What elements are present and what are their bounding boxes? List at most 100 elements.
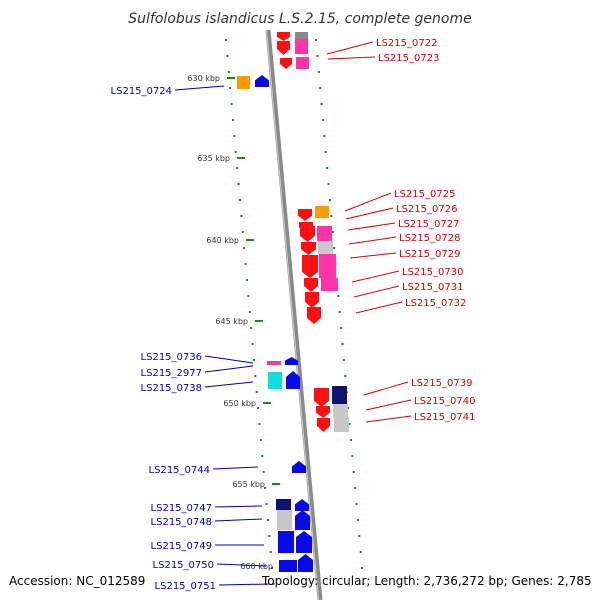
guide-dot (320, 103, 323, 105)
guide-dot (356, 519, 359, 521)
gene-arrow-reverse (277, 32, 290, 41)
guide-dot (271, 567, 274, 569)
guide-dot (321, 119, 324, 121)
tick-label: 650 kbp (223, 399, 256, 408)
gene-block (318, 241, 333, 254)
guide-dot (262, 471, 265, 473)
gene-block (319, 254, 336, 278)
guide-dot (331, 231, 334, 233)
gene-block (278, 531, 294, 553)
leader-line (204, 365, 254, 373)
guide-dot (229, 87, 232, 89)
tick-label: 630 kbp (187, 74, 220, 83)
gene-label-left: LS215_0751 (155, 581, 216, 592)
guide-dot (340, 327, 343, 329)
gene-label-right: LS215_0729 (399, 249, 460, 260)
gene-label-right: LS215_0722 (376, 38, 437, 49)
kbp-tick-marks: 630 kbp 635 kbp 640 kbp 645 kbp 650 kbp 655 k… (187, 74, 288, 571)
guide-dot (252, 359, 255, 361)
gene-arrow-forward (292, 461, 306, 473)
leader-line (347, 222, 396, 231)
guide-dot (248, 311, 251, 313)
gene-arrow-reverse (317, 418, 330, 432)
guide-dot (233, 135, 236, 137)
guide-dot (348, 423, 351, 425)
guide-dot (251, 343, 254, 345)
gene-label-right: LS215_0725 (394, 189, 455, 200)
leader-line (348, 236, 397, 245)
genome-summary-text: Topology: circular; Length: 2,736,272 bp… (262, 574, 592, 588)
gene-arrow-reverse (304, 278, 318, 292)
tick-label: 640 kbp (206, 236, 239, 245)
gene-label-left: LS215_0736 (141, 352, 202, 363)
leader-line (174, 85, 225, 91)
guide-dot (324, 151, 327, 153)
gene-label-right: LS215_0740 (414, 396, 475, 407)
gene-label-right: LS215_0730 (402, 267, 463, 278)
leader-line (355, 301, 403, 314)
guide-dot (240, 215, 243, 217)
gene-features (237, 32, 349, 572)
gene-arrow-forward (296, 531, 312, 553)
guide-dot (330, 215, 333, 217)
guide-dot (230, 103, 233, 105)
leader-line (363, 381, 409, 396)
gene-arrow-forward (255, 75, 269, 87)
leader-line (216, 563, 267, 567)
tick-label: 655 kbp (232, 480, 265, 489)
leader-line (327, 56, 376, 60)
leader-line (214, 518, 263, 522)
gene-arrow-reverse (280, 58, 292, 69)
gene-block (277, 510, 292, 530)
guide-dot (338, 311, 341, 313)
gene-block (334, 417, 349, 432)
gene-arrow-forward (295, 499, 309, 511)
gene-block (268, 372, 282, 389)
gene-block (315, 206, 329, 218)
gene-block (333, 404, 348, 417)
guide-dot (344, 375, 347, 377)
gene-block (295, 32, 308, 39)
leader-line (214, 505, 263, 508)
guide-dot (328, 199, 331, 201)
leader-line (204, 355, 254, 364)
accession-text: Accession: NC_012589 (9, 574, 146, 588)
guide-dot (225, 39, 227, 41)
map-title: Sulfolobus islandicus L.S.2.15, complete… (128, 11, 471, 27)
gene-label-right: LS215_0741 (414, 412, 475, 423)
gene-label-left: LS215_2977 (141, 368, 202, 379)
gene-label-right: LS215_0739 (411, 378, 472, 389)
guide-dot (326, 167, 329, 169)
guide-dot (349, 439, 352, 441)
genome-backbone (265, 29, 323, 600)
gene-block (317, 226, 332, 241)
guide-dot (269, 551, 272, 553)
guide-dot (254, 375, 257, 377)
guide-dot (236, 167, 239, 169)
guide-dot (234, 151, 237, 153)
gene-arrow-reverse (302, 255, 318, 278)
leader-line (212, 466, 259, 470)
guide-dot (361, 567, 364, 569)
guide-dot (238, 199, 241, 201)
gene-label-left: LS215_0750 (153, 560, 214, 571)
gene-label-right: LS215_0728 (399, 233, 460, 244)
guide-dot (231, 119, 234, 121)
leader-line (353, 285, 400, 298)
guide-dot (250, 327, 253, 329)
gene-label-right: LS215_0727 (398, 219, 459, 230)
gene-label-right: LS215_0723 (378, 53, 439, 64)
guide-dot (352, 471, 355, 473)
guide-dot (323, 135, 326, 137)
guide-dot (264, 487, 267, 489)
leader-line (345, 207, 394, 220)
gene-label-right: LS215_0726 (396, 204, 457, 215)
guide-dot (226, 55, 229, 57)
gene-arrow-reverse (316, 406, 330, 418)
guide-dot (337, 295, 340, 297)
gene-block (295, 39, 308, 54)
guide-dot (347, 407, 350, 409)
leader-line (351, 270, 400, 283)
guide-dot (355, 503, 358, 505)
